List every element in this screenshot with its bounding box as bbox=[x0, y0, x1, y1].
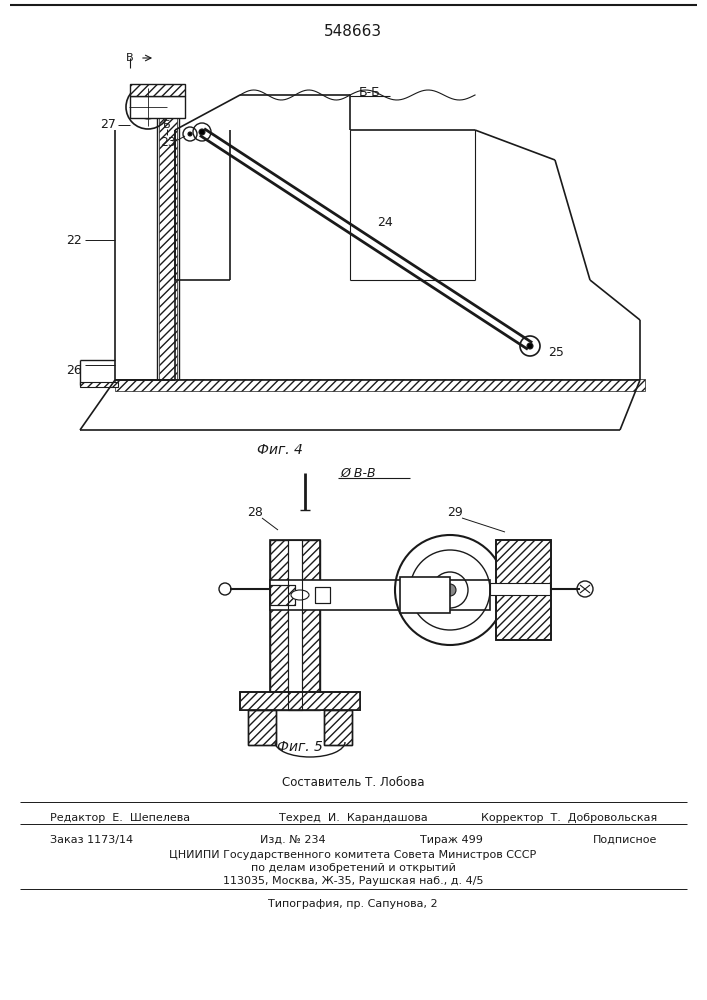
Text: 23: 23 bbox=[160, 135, 176, 148]
Bar bbox=[240, 692, 360, 710]
Bar bbox=[288, 540, 302, 710]
Text: 25: 25 bbox=[548, 346, 564, 359]
Circle shape bbox=[527, 343, 533, 349]
Bar bbox=[270, 540, 320, 710]
Circle shape bbox=[145, 104, 151, 110]
Ellipse shape bbox=[291, 590, 309, 600]
Text: 28: 28 bbox=[247, 506, 263, 520]
Bar bbox=[270, 585, 295, 605]
Text: Корректор  Т.  Добровольская: Корректор Т. Добровольская bbox=[481, 813, 657, 823]
Text: 24: 24 bbox=[377, 216, 393, 229]
Circle shape bbox=[188, 132, 192, 136]
Bar bbox=[130, 96, 185, 118]
Text: Составитель Т. Лобова: Составитель Т. Лобова bbox=[282, 776, 424, 788]
Bar bbox=[400, 577, 450, 613]
Text: 29: 29 bbox=[447, 506, 463, 520]
Bar bbox=[240, 692, 360, 710]
Text: Техред  И.  Карандашова: Техред И. Карандашова bbox=[279, 813, 427, 823]
Text: Подписное: Подписное bbox=[592, 835, 657, 845]
Bar bbox=[270, 580, 490, 610]
Bar bbox=[324, 710, 352, 745]
Text: Изд. № 234: Изд. № 234 bbox=[260, 835, 326, 845]
Circle shape bbox=[199, 129, 205, 135]
Bar bbox=[496, 540, 551, 640]
Text: Заказ 1173/14: Заказ 1173/14 bbox=[50, 835, 133, 845]
Bar bbox=[240, 692, 360, 710]
Text: Фиг. 4: Фиг. 4 bbox=[257, 443, 303, 457]
Text: Б: Б bbox=[163, 120, 171, 130]
Text: 26: 26 bbox=[66, 363, 82, 376]
Bar bbox=[248, 710, 276, 745]
Bar bbox=[159, 114, 177, 384]
Bar bbox=[157, 112, 179, 386]
Bar bbox=[130, 84, 185, 96]
Text: 22: 22 bbox=[66, 233, 82, 246]
Bar bbox=[270, 585, 295, 605]
Text: Тираж 499: Тираж 499 bbox=[420, 835, 483, 845]
Text: Редактор  Е.  Шепелева: Редактор Е. Шепелева bbox=[50, 813, 190, 823]
Text: 548663: 548663 bbox=[324, 24, 382, 39]
Bar bbox=[315, 587, 330, 603]
Bar bbox=[248, 710, 276, 745]
Bar bbox=[490, 583, 550, 595]
Bar bbox=[315, 587, 330, 603]
Text: Типография, пр. Сапунова, 2: Типография, пр. Сапунова, 2 bbox=[268, 899, 438, 909]
Text: 113035, Москва, Ж-35, Раушская наб., д. 4/5: 113035, Москва, Ж-35, Раушская наб., д. … bbox=[223, 876, 484, 886]
Text: Фиг. 5: Фиг. 5 bbox=[277, 740, 323, 754]
Text: Б-Б: Б-Б bbox=[359, 86, 381, 99]
Bar bbox=[270, 540, 320, 710]
Text: В: В bbox=[126, 53, 134, 63]
Text: 27: 27 bbox=[100, 118, 116, 131]
Circle shape bbox=[444, 584, 456, 596]
Text: по делам изобретений и открытий: по делам изобретений и открытий bbox=[250, 863, 455, 873]
Text: ЦНИИПИ Государственного комитета Совета Министров СССР: ЦНИИПИ Государственного комитета Совета … bbox=[170, 850, 537, 860]
Bar bbox=[496, 540, 551, 640]
Bar bbox=[115, 379, 645, 391]
Text: Ø В-В: Ø В-В bbox=[340, 466, 375, 480]
Bar bbox=[324, 710, 352, 745]
Bar bbox=[80, 382, 118, 387]
